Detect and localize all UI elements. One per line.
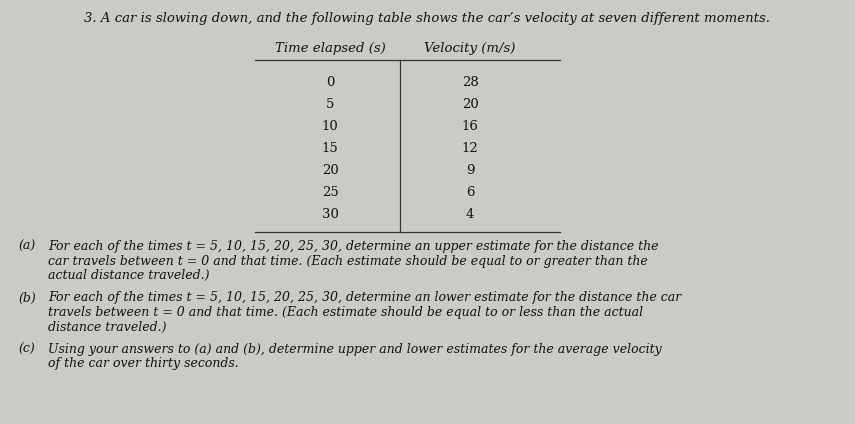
Text: 10: 10	[321, 120, 339, 133]
Text: 20: 20	[462, 98, 479, 111]
Text: travels between t = 0 and that time. (Each estimate should be equal to or less t: travels between t = 0 and that time. (Ea…	[48, 306, 643, 319]
Text: 0: 0	[326, 76, 334, 89]
Text: distance traveled.): distance traveled.)	[48, 321, 167, 334]
Text: For each of the times t = 5, 10, 15, 20, 25, 30, determine an lower estimate for: For each of the times t = 5, 10, 15, 20,…	[48, 292, 681, 304]
Text: of the car over thirty seconds.: of the car over thirty seconds.	[48, 357, 239, 371]
Text: 15: 15	[321, 142, 339, 155]
Text: 12: 12	[462, 142, 479, 155]
Text: Velocity (m/s): Velocity (m/s)	[424, 42, 516, 55]
Text: car travels between t = 0 and that time. (Each estimate should be equal to or gr: car travels between t = 0 and that time.…	[48, 254, 648, 268]
Text: Time elapsed (s): Time elapsed (s)	[274, 42, 386, 55]
Text: 16: 16	[462, 120, 479, 133]
Text: 25: 25	[321, 186, 339, 199]
Text: 3. A car is slowing down, and the following table shows the car’s velocity at se: 3. A car is slowing down, and the follow…	[84, 12, 770, 25]
Text: (c): (c)	[18, 343, 35, 356]
Text: Using your answers to (a) and (b), determine upper and lower estimates for the a: Using your answers to (a) and (b), deter…	[48, 343, 662, 356]
Text: 20: 20	[321, 164, 339, 177]
Text: (a): (a)	[18, 240, 35, 253]
Text: 28: 28	[462, 76, 479, 89]
Text: 9: 9	[466, 164, 475, 177]
Text: 5: 5	[326, 98, 334, 111]
Text: 4: 4	[466, 208, 475, 221]
Text: 6: 6	[466, 186, 475, 199]
Text: (b): (b)	[18, 292, 36, 304]
Text: 30: 30	[321, 208, 339, 221]
Text: actual distance traveled.): actual distance traveled.)	[48, 269, 209, 282]
Text: For each of the times t = 5, 10, 15, 20, 25, 30, determine an upper estimate for: For each of the times t = 5, 10, 15, 20,…	[48, 240, 658, 253]
